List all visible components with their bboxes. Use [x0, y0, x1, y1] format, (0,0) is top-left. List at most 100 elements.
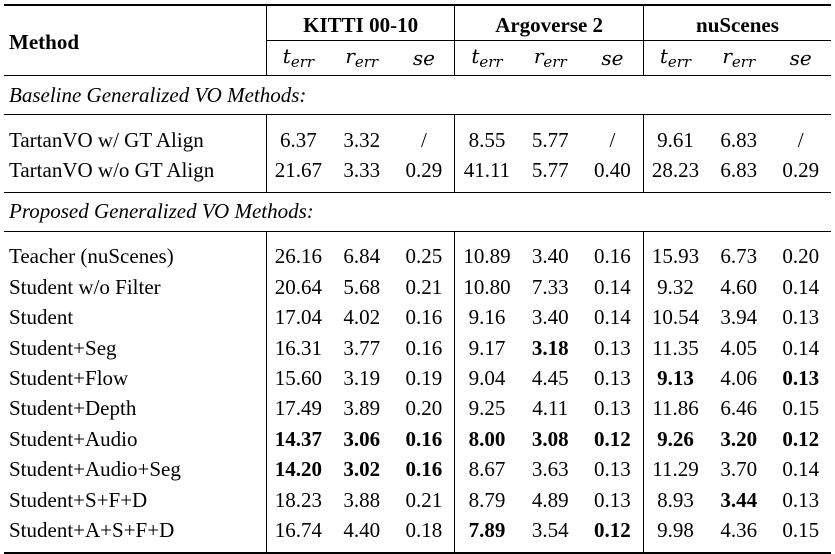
metric-value: 0.40 [594, 158, 631, 183]
metric-value: 0.14 [594, 274, 631, 299]
metric-value: 4.40 [343, 517, 381, 542]
table-row: TartanVO w/o GT Align 21.67 3.33 0.29 41.11 5… [4, 155, 831, 193]
metric-value: 0.13 [594, 487, 631, 512]
table-row: TartanVO w/ GT Align 6.37 3.32 / 8.55 5.77 / 9.… [4, 114, 831, 156]
metric-value: 0.12 [594, 517, 631, 542]
section-title: Baseline Generalized VO Methods: [4, 75, 831, 115]
metric-header: se [393, 41, 454, 76]
metric-value: 3.70 [720, 457, 758, 482]
metric-value: 0.16 [594, 244, 631, 269]
metric-value: 11.29 [642, 454, 708, 485]
metric-value: 3.18 [531, 335, 569, 360]
metric-value: 6.83 [720, 158, 758, 183]
metric-value: 4.05 [720, 335, 758, 360]
metric-value: 4.11 [532, 396, 569, 421]
metric-subscript: err [354, 53, 379, 71]
metric-value: 0.20 [405, 396, 443, 421]
metric-value: 3.54 [531, 517, 569, 542]
metric-value: 8.67 [454, 454, 519, 485]
metric-value: 10.80 [454, 272, 519, 303]
metric-header: terr [642, 40, 708, 76]
group-header-argoverse: Argoverse 2 [454, 5, 644, 41]
metric-value: 41.11 [454, 155, 519, 193]
metric-value: 26.16 [265, 231, 330, 273]
table-row: Student+S+F+D 18.23 3.88 0.21 8.79 4.89 0.13 8.… [4, 484, 831, 516]
metric-value: 0.16 [405, 426, 443, 451]
metric-value: 0.29 [405, 158, 443, 183]
metric-value: 4.06 [720, 366, 758, 391]
metric-value: 14.20 [265, 454, 330, 485]
metric-value: 8.79 [454, 484, 519, 516]
metric-subscript: err [543, 53, 567, 71]
metric-value: 21.67 [265, 155, 330, 193]
metric-value: 3.02 [343, 457, 381, 482]
metric-value: 15.60 [265, 363, 330, 394]
metric-value: 6.73 [720, 244, 758, 269]
metric-value: 3.06 [343, 426, 381, 451]
metric-value: 20.64 [265, 272, 330, 303]
results-table: Method KITTI 00-10 Argoverse 2 nuScenes … [4, 4, 831, 554]
metric-value: / [609, 127, 616, 152]
table-row: Student+Audio 14.37 3.06 0.16 8.00 3.08 0.12 9.… [4, 424, 831, 455]
metric-value: 9.32 [642, 272, 708, 303]
table-row: Student w/o Filter 20.64 5.68 0.21 10.80 7.33… [4, 272, 831, 303]
method-name: TartanVO w/o GT Align [9, 158, 215, 183]
metric-subscript: err [667, 53, 692, 71]
metric-value: 6.46 [720, 396, 758, 421]
metric-value: 3.19 [343, 366, 381, 391]
metric-value: 0.13 [594, 396, 631, 421]
metric-value: 4.60 [720, 274, 758, 299]
metric-value: 3.20 [720, 426, 758, 451]
metric-base: se [789, 46, 812, 70]
metric-value: 0.13 [782, 366, 820, 391]
metric-value: 3.63 [531, 457, 569, 482]
metric-value: 0.13 [782, 305, 820, 330]
metric-value: 17.04 [265, 302, 330, 333]
method-name: Student+Depth [9, 396, 137, 421]
metric-base: t [659, 44, 668, 68]
metric-value: 0.21 [405, 487, 443, 512]
metric-value: 6.84 [343, 244, 381, 269]
metric-value: 0.14 [782, 457, 820, 482]
metric-value: 4.89 [531, 487, 569, 512]
table-row: Student+Flow 15.60 3.19 0.19 9.04 4.45 0.13 9.1… [4, 363, 831, 394]
metric-value: 0.13 [594, 335, 631, 360]
metric-value: 4.45 [531, 366, 569, 391]
table-row: Student+Audio+Seg 14.20 3.02 0.16 8.67 3.63 0.… [4, 454, 831, 485]
metric-value: 9.04 [454, 363, 519, 394]
metric-value: 3.40 [531, 244, 569, 269]
metric-value: 0.12 [782, 426, 820, 451]
metric-value: 16.31 [265, 332, 330, 364]
metric-value: 5.77 [531, 127, 569, 152]
metric-header: terr [454, 40, 519, 76]
method-header: Method [4, 5, 267, 76]
metric-value: 3.89 [343, 396, 381, 421]
metric-value: 9.26 [642, 424, 708, 455]
method-name: Student+Audio [9, 426, 138, 451]
metric-value: 0.29 [782, 158, 820, 183]
metric-value: 16.74 [265, 515, 330, 553]
metric-value: 10.89 [454, 231, 519, 273]
metric-value: 9.16 [454, 302, 519, 333]
metric-value: 0.13 [782, 487, 820, 512]
metric-value: 0.14 [782, 274, 820, 299]
metric-subscript: err [479, 53, 503, 71]
method-name: Student+Audio+Seg [9, 457, 181, 482]
metric-base: r [345, 44, 355, 68]
metric-value: 0.14 [782, 335, 820, 360]
metric-value: 8.00 [454, 424, 519, 455]
method-name: TartanVO w/ GT Align [9, 127, 204, 152]
metric-value: 0.19 [405, 366, 443, 391]
metric-base: t [471, 44, 480, 68]
metric-header: rerr [519, 41, 582, 76]
metric-base: r [533, 44, 544, 68]
method-name: Student+S+F+D [9, 487, 148, 512]
metric-value: 0.15 [782, 517, 820, 542]
metric-value: 3.88 [343, 487, 381, 512]
metric-value: 0.16 [405, 457, 443, 482]
metric-value: 15.93 [642, 231, 708, 273]
table-row: Student 17.04 4.02 0.16 9.16 3.40 0.14 10.54 3.9… [4, 302, 831, 333]
metric-value: 7.33 [531, 274, 569, 299]
metric-value: 3.94 [720, 305, 758, 330]
